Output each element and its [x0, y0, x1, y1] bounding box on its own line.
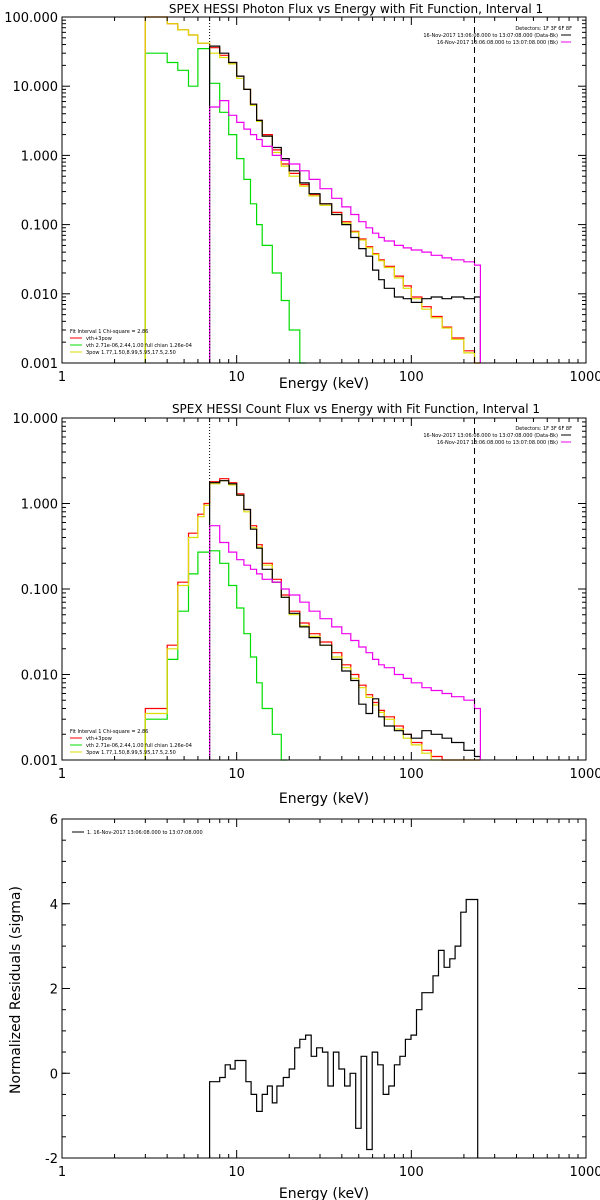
- x-tick-label: 10: [228, 370, 245, 385]
- chart-title: SPEX HESSI Count Flux vs Energy with Fit…: [172, 402, 540, 416]
- vline-layer: [209, 418, 476, 760]
- x-tick-label: 1: [58, 1165, 66, 1180]
- legend: 1. 16-Nov-2017 13:06:08.000 to 13:07:08.…: [72, 830, 203, 836]
- vline-layer: [209, 17, 476, 363]
- x-tick-label: 1: [58, 767, 66, 782]
- y-tick-label: 0.100: [21, 583, 58, 598]
- x-tick-label: 10: [228, 767, 245, 782]
- legend-text: 3pow 1.77,1.50,8.99,5.95,17.5,2.50: [86, 750, 176, 756]
- x-tick-layer: 1 10 100 1000: [58, 819, 600, 1180]
- legend-text: 16-Nov-2017 13:06:08.000 to 13:07:08.000…: [423, 433, 558, 439]
- series-vth-3pow: [144, 478, 481, 761]
- legend-text: Detectors: 1F 3F 6F 8F: [515, 426, 572, 432]
- x-tick-label: 1000: [569, 370, 600, 385]
- series-1-16-nov-2017-13-06-08-000-to-13-07-08-000: [209, 898, 479, 1158]
- series-data-bk: [209, 480, 481, 760]
- y-tick-label: 10.000: [13, 80, 59, 95]
- legend-bottom-left: Fit Interval 1 Chi-square = 2.86 vth+3po…: [70, 329, 192, 356]
- legend-top-right: Detectors: 1F 3F 6F 8F 16-Nov-2017 13:06…: [423, 26, 572, 46]
- series-3pow: [144, 480, 481, 761]
- y-tick-label: 10.000: [13, 412, 59, 427]
- legend-text: 16-Nov-2017 13:06:08.000 to 13:07:08.000…: [423, 33, 558, 39]
- series-vth: [144, 48, 306, 364]
- series-bk: [209, 525, 481, 760]
- series-layer: [209, 898, 479, 1158]
- legend-text: Fit Interval 1 Chi-square = 2.86: [70, 729, 148, 735]
- y-tick-label: 0.001: [21, 754, 58, 769]
- series-layer: [144, 478, 481, 761]
- y-tick-label: 0.001: [21, 357, 58, 372]
- legend-text: vth 2.71e-06,2.44,1.00 full chian 1.26e-…: [86, 343, 192, 349]
- legend-text: 16-Nov-2017 13:06:08.000 to 13:07:08.000…: [437, 440, 558, 446]
- plot-frame: [61, 16, 587, 364]
- y-tick-label: 1.000: [21, 149, 58, 164]
- y-tick-layer: 0.001 0.010 0.100 1.000 10.000: [13, 412, 586, 769]
- x-tick-label: 10: [228, 1165, 245, 1180]
- series-vth: [144, 550, 288, 761]
- y-tick-label: 1.000: [21, 498, 58, 513]
- x-tick-label: 1000: [569, 767, 600, 782]
- series-data-bk: [209, 45, 481, 363]
- x-tick-label: 1: [58, 370, 66, 385]
- y-tick-label: -2: [45, 1152, 58, 1167]
- series-layer: [144, 16, 481, 364]
- legend-text: Fit Interval 1 Chi-square = 2.86: [70, 329, 148, 335]
- residuals-chart: 1 10 100 1000 -2 0 2 4 6 Energy (keV) Normalize…: [8, 813, 600, 1200]
- x-tick-label: 100: [399, 370, 424, 385]
- legend-bottom-left: Fit Interval 1 Chi-square = 2.86 vth+3po…: [70, 729, 192, 756]
- x-tick-label: 1000: [569, 1165, 600, 1180]
- legend-text: Detectors: 1F 3F 6F 8F: [515, 26, 572, 32]
- x-tick-layer: 1 10 100 1000: [58, 418, 600, 782]
- y-tick-label: 4: [50, 898, 58, 913]
- plot-frame: [61, 818, 587, 1159]
- x-axis-label: Energy (keV): [279, 376, 369, 392]
- legend-text: 1. 16-Nov-2017 13:06:08.000 to 13:07:08.…: [87, 830, 203, 836]
- photon-flux-chart: SPEX HESSI Photon Flux vs Energy with Fi…: [4, 2, 600, 392]
- y-tick-label: 100.000: [4, 11, 58, 26]
- legend-text: vth+3pow: [86, 336, 112, 342]
- x-tick-label: 100: [399, 767, 424, 782]
- y-tick-layer: 0.001 0.010 0.100 1.000 10.000 100.000: [4, 11, 586, 372]
- y-tick-label: 2: [50, 983, 58, 998]
- count-flux-chart: SPEX HESSI Count Flux vs Energy with Fit…: [13, 402, 600, 807]
- y-tick-label: 0.010: [21, 669, 58, 684]
- series-vth-3pow: [144, 16, 481, 364]
- x-axis-label: Energy (keV): [279, 791, 369, 807]
- chart-title: SPEX HESSI Photon Flux vs Energy with Fi…: [169, 2, 543, 16]
- y-tick-label: 0: [50, 1067, 58, 1082]
- plot-frame: [61, 417, 587, 761]
- legend-top-right: Detectors: 1F 3F 6F 8F 16-Nov-2017 13:06…: [423, 426, 572, 446]
- x-tick-label: 100: [399, 1165, 424, 1180]
- y-axis-label: Normalized Residuals (sigma): [8, 886, 24, 1094]
- y-tick-label: 0.100: [21, 219, 58, 234]
- x-axis-label: Energy (keV): [279, 1186, 369, 1200]
- y-tick-label: 0.010: [21, 288, 58, 303]
- legend-text: vth 2.71e-06,2.44,1.00 full chian 1.26e-…: [86, 743, 192, 749]
- legend-text: vth+3pow: [86, 736, 112, 742]
- series-3pow: [144, 16, 481, 364]
- series-bk: [209, 100, 481, 363]
- y-tick-layer: -2 0 2 4 6: [45, 813, 586, 1167]
- legend-text: 16-Nov-2017 13:06:08.000 to 13:07:08.000…: [437, 40, 558, 46]
- y-tick-label: 6: [50, 813, 58, 828]
- legend-text: 3pow 1.77,1.50,8.99,5.95,17.5,2.50: [86, 350, 176, 356]
